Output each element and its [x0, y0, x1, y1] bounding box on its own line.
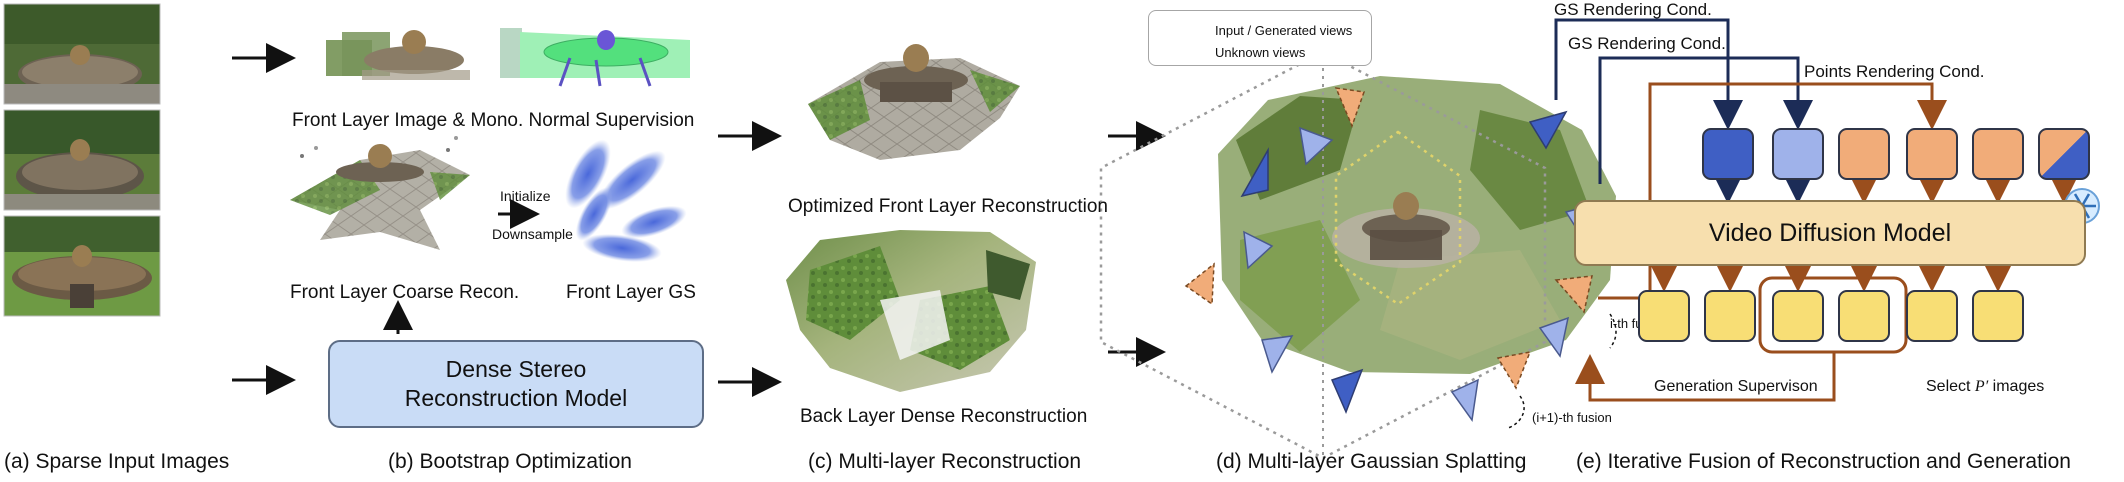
caption-d: (d) Multi-layer Gaussian Splatting	[1216, 450, 1527, 473]
camera-input-view	[1240, 147, 1269, 198]
output-square	[1906, 290, 1958, 342]
camera-generated-view	[1538, 316, 1570, 358]
output-square-selected	[1838, 290, 1890, 342]
camera-generated-view	[1450, 378, 1479, 422]
select-suffix: images	[1992, 378, 2045, 395]
front-layer-gs	[565, 139, 687, 263]
camera-input-view	[1330, 368, 1364, 414]
points-cond-line	[1598, 82, 1947, 300]
points-cond-label: Points Rendering Cond.	[1804, 62, 1985, 81]
cond-square-orange	[1972, 128, 2024, 180]
downsample-label: Downsample	[492, 226, 573, 242]
gs-cond-line-1	[1554, 18, 1743, 130]
camera-input-view	[1528, 110, 1568, 150]
optimized-front-label: Optimized Front Layer Reconstruction	[788, 196, 1108, 217]
cond-square-mixed	[2038, 128, 2090, 180]
dense-model-line1: Dense Stereo	[445, 356, 587, 382]
vdm-label: Video Diffusion Model	[1708, 218, 1952, 247]
cond-square-light-blue	[1772, 128, 1824, 180]
front-supervision-label: Front Layer Image & Mono. Normal Supervi…	[292, 110, 695, 131]
cond-square-orange	[1838, 128, 1890, 180]
camera-generated-view	[1243, 230, 1274, 270]
output-square	[1638, 290, 1690, 342]
ith-fusion-arc	[1609, 313, 1617, 349]
caption-a: (a) Sparse Input Images	[4, 450, 230, 473]
input-image-1	[4, 4, 160, 104]
camera-generated-view	[1299, 126, 1334, 166]
front-layer-image-strip	[326, 30, 470, 80]
legend: Input / Generated views Unknown views	[1148, 10, 1372, 66]
caption-b: (b) Bootstrap Optimization	[388, 450, 632, 473]
i1th-fusion-arc	[1507, 395, 1525, 429]
camera-unknown-view	[1496, 351, 1532, 390]
generation-supervision-line	[1575, 352, 1836, 402]
camera-unknown-view	[1334, 87, 1366, 129]
camera-unknown-view	[1554, 275, 1593, 314]
legend-unknown-label: Unknown views	[1215, 45, 1306, 60]
video-diffusion-model: Video Diffusion Model	[1574, 200, 2086, 266]
gs-cond-line-2	[1598, 56, 1813, 184]
gs-cond-label-2: GS Rendering Cond.	[1568, 34, 1726, 53]
caption-e: (e) Iterative Fusion of Reconstruction a…	[1576, 450, 2071, 473]
initialize-label: Initialize	[500, 188, 551, 204]
input-image-3	[4, 216, 160, 316]
select-images-label: Select P′ images	[1926, 378, 2044, 396]
back-layer-dense-recon	[786, 230, 1036, 392]
dense-model-line2: Reconstruction Model	[404, 385, 628, 411]
cond-square-dark-blue	[1702, 128, 1754, 180]
select-symbol: P′	[1974, 378, 1989, 395]
legend-input-label: Input / Generated views	[1215, 23, 1353, 38]
generation-supervision-label: Generation Supervison	[1654, 378, 1818, 395]
front-gs-label: Front Layer GS	[566, 282, 696, 303]
output-square	[1972, 290, 2024, 342]
cond-square-orange	[1906, 128, 1958, 180]
outer-camera-hexagon	[1099, 50, 1547, 460]
camera-generated-view	[1261, 335, 1294, 374]
optimized-front-layer-recon	[808, 44, 1020, 160]
output-square-selected	[1772, 290, 1824, 342]
camera-unknown-view	[1184, 262, 1215, 306]
input-image-2	[4, 110, 160, 210]
dense-stereo-model: Dense Stereo Reconstruction Model	[328, 340, 704, 428]
i1th-fusion-label: (i+1)-th fusion	[1532, 410, 1612, 425]
select-prefix: Select	[1926, 378, 1971, 395]
gs-cond-label-1: GS Rendering Cond.	[1554, 0, 1712, 19]
caption-c: (c) Multi-layer Reconstruction	[808, 450, 1082, 473]
coarse-recon-label: Front Layer Coarse Recon.	[290, 282, 520, 303]
back-dense-label: Back Layer Dense Reconstruction	[800, 406, 1088, 427]
front-layer-coarse-recon	[290, 136, 470, 250]
output-square	[1704, 290, 1756, 342]
mono-normal-image	[500, 28, 690, 87]
